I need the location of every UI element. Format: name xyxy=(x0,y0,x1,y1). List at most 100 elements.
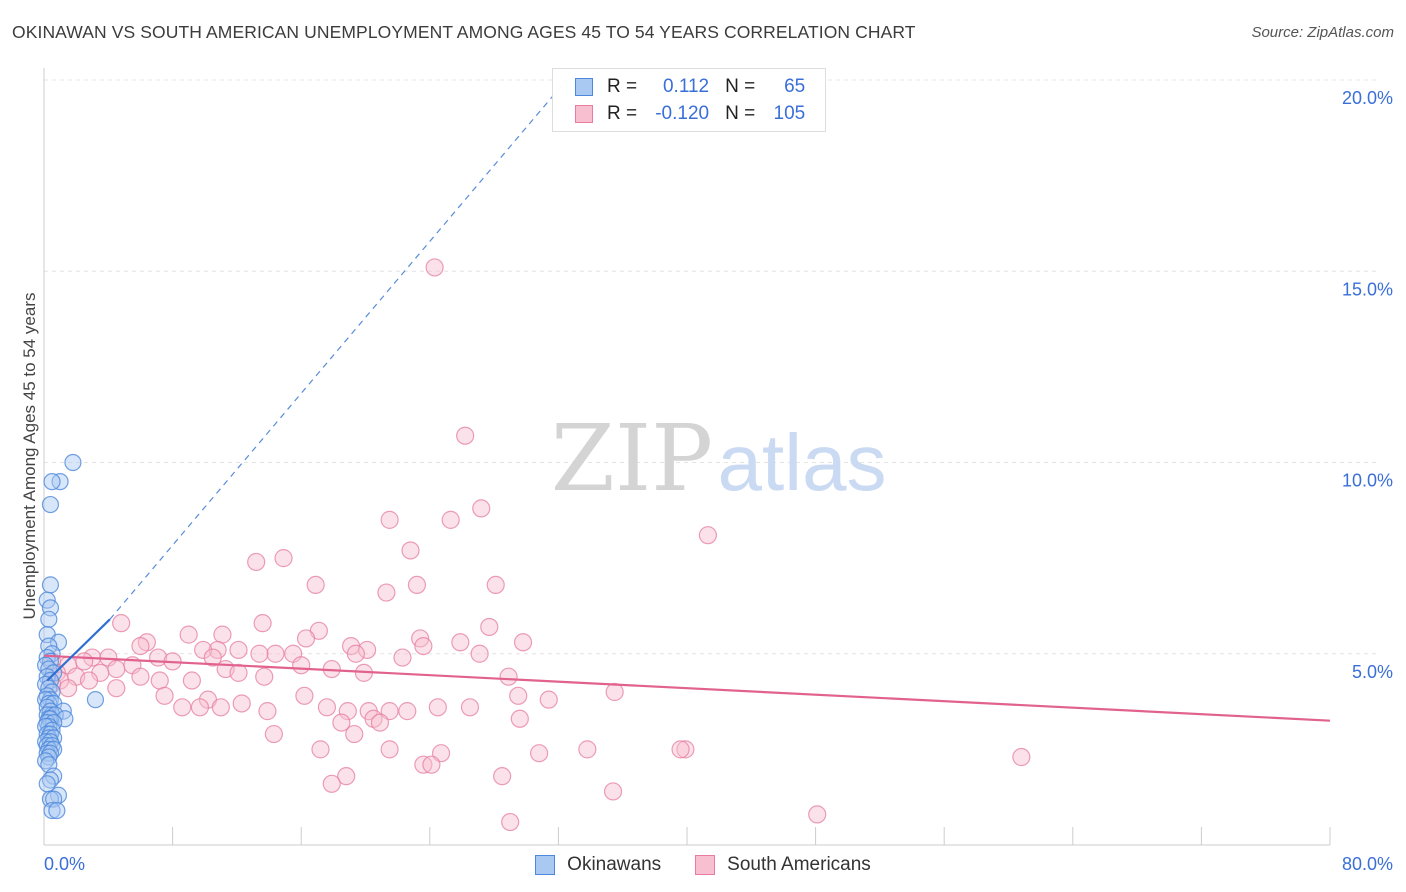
south-american-point xyxy=(345,724,364,744)
south-american-point xyxy=(671,740,690,759)
south-american-point xyxy=(605,682,624,702)
south-american-point xyxy=(370,713,390,732)
south-american-point xyxy=(150,671,169,690)
legend-row-okinawans: R = 0.112 N = 65 xyxy=(575,76,805,98)
okinawan-point xyxy=(43,801,61,820)
okinawan-point xyxy=(41,576,60,594)
south-american-point xyxy=(190,698,210,717)
y-tick-label: 5.0% xyxy=(1352,662,1393,682)
south-american-legend-swatch xyxy=(695,855,716,875)
south-american-point xyxy=(229,663,248,682)
south-american-point xyxy=(393,648,412,667)
south-american-point xyxy=(75,652,94,671)
south-american-point xyxy=(337,767,356,786)
chart-title: OKINAWAN VS SOUTH AMERICAN UNEMPLOYMENT … xyxy=(12,22,916,42)
south-american-point xyxy=(539,690,558,709)
south-american-point xyxy=(480,617,499,637)
south-american-point xyxy=(255,667,274,686)
south-american-point xyxy=(428,698,447,717)
south-american-point xyxy=(112,614,131,633)
south-american-point xyxy=(603,782,623,801)
okinawan-point xyxy=(86,691,105,709)
south-american-point xyxy=(451,633,470,652)
south-american-point xyxy=(306,575,325,595)
south-american-point xyxy=(250,644,269,663)
south-american-point xyxy=(578,740,597,759)
grid-lines xyxy=(44,79,1380,655)
legend-item-south-americans[interactable]: South Americans xyxy=(695,854,871,876)
south-american-point xyxy=(194,640,213,660)
south-american-point xyxy=(232,694,251,713)
r-value: 0.112 xyxy=(662,76,710,97)
south-american-point xyxy=(425,258,444,277)
south-american-point xyxy=(338,702,357,721)
r-label: R = xyxy=(607,76,638,97)
south-american-point xyxy=(380,510,399,529)
south-american-point xyxy=(414,636,433,656)
south-american-point xyxy=(317,698,337,717)
south-american-point xyxy=(59,679,78,698)
south-american-point xyxy=(380,740,399,759)
okinawan-trend-extension xyxy=(109,79,567,620)
south-american-point xyxy=(107,659,126,679)
south-american-point xyxy=(513,633,533,652)
correlation-legend: R = 0.112 N = 65 R = -0.120 N = 105 xyxy=(552,68,826,132)
south-american-point xyxy=(131,636,150,656)
okinawan-points xyxy=(37,453,105,820)
legend-row-south-americans: R = -0.120 N = 105 xyxy=(575,103,805,125)
south-american-point xyxy=(179,625,198,644)
south-american-point xyxy=(470,644,489,663)
south-american-point xyxy=(211,698,230,717)
south-american-point xyxy=(676,740,695,759)
n-value: 105 xyxy=(773,103,806,124)
south-american-point xyxy=(264,724,283,744)
south-american-point xyxy=(698,526,717,545)
south-american-point xyxy=(247,552,266,572)
south-american-point xyxy=(456,426,475,445)
south-american-point xyxy=(258,702,277,721)
south-american-point xyxy=(107,679,126,698)
watermark-atlas: atlas xyxy=(718,418,887,507)
x-tick-label: 0.0% xyxy=(44,854,85,874)
watermark: ZIP atlas xyxy=(551,405,887,512)
n-label: N = xyxy=(725,76,756,97)
south-american-trend-line xyxy=(43,654,1331,722)
r-label: R = xyxy=(607,103,638,124)
south-american-point xyxy=(398,702,417,721)
south-american-point xyxy=(213,625,232,644)
south-american-point xyxy=(274,549,293,568)
n-label: N = xyxy=(725,103,756,124)
south-american-point xyxy=(266,644,285,663)
y-tick-label: 15.0% xyxy=(1342,279,1393,299)
south-american-point xyxy=(292,656,311,675)
okinawan-point xyxy=(56,710,74,728)
south-american-point xyxy=(472,499,491,518)
south-american-point xyxy=(460,698,480,717)
south-american-point xyxy=(229,640,248,660)
south-american-swatch xyxy=(575,105,593,123)
south-american-point xyxy=(401,541,420,560)
south-american-point xyxy=(311,740,330,759)
south-american-point xyxy=(422,755,441,774)
south-american-point xyxy=(173,698,192,717)
south-american-point xyxy=(346,644,365,663)
okinawan-point xyxy=(40,610,58,628)
south-american-point xyxy=(509,686,528,705)
south-american-point xyxy=(131,667,150,686)
okinawan-swatch xyxy=(575,78,593,96)
y-tick-labels: 5.0% 10.0% 15.0% 20.0% xyxy=(1342,88,1393,682)
watermark-zip: ZIP xyxy=(551,405,713,512)
legend-item-okinawans[interactable]: Okinawans xyxy=(535,854,661,876)
okinawan-point xyxy=(48,801,66,820)
legend-label-south-americans: South Americans xyxy=(727,854,871,875)
south-american-point xyxy=(155,686,174,705)
south-american-point xyxy=(296,629,316,648)
r-value: -0.120 xyxy=(655,103,710,124)
south-american-point xyxy=(530,744,549,763)
south-american-point xyxy=(322,774,341,793)
series-legend: Okinawans South Americans xyxy=(0,852,1406,878)
trend-lines xyxy=(43,79,1331,722)
south-american-point xyxy=(808,805,827,824)
x-tick-labels: 0.0% 80.0% xyxy=(44,854,1393,874)
